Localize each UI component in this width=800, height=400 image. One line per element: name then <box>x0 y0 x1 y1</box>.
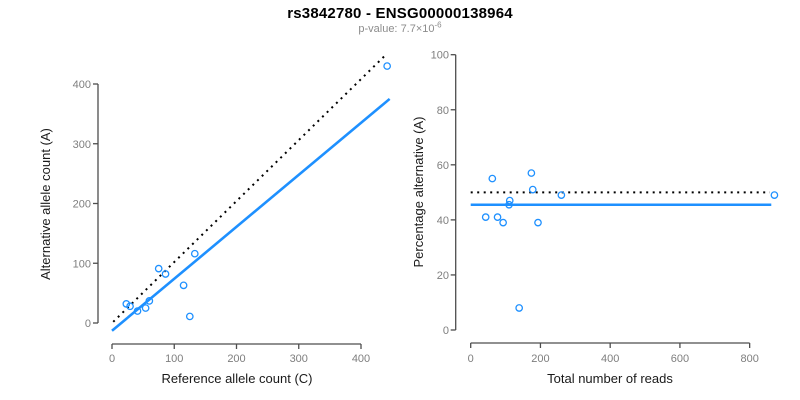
x-tick-label: 0 <box>109 353 115 365</box>
regression-line <box>111 97 391 332</box>
x-tick-label: 800 <box>740 353 758 365</box>
plot-subtitle: p-value: 7.7×10-6 <box>0 20 800 35</box>
data-point <box>528 185 537 194</box>
y-tick-label: 60 <box>437 160 449 172</box>
data-point <box>190 249 199 258</box>
y-tick-label: 400 <box>73 79 91 91</box>
left-x-axis-title: Reference allele count (C) <box>161 371 312 386</box>
data-point <box>133 307 142 315</box>
data-point <box>126 302 134 311</box>
y-tick-label: 40 <box>437 215 449 227</box>
data-point <box>534 218 542 227</box>
x-tick-label: 200 <box>531 353 549 365</box>
y-tick-label: 300 <box>73 139 91 151</box>
pvalue-mantissa: 7.7×10 <box>400 23 435 35</box>
x-tick-label: 300 <box>290 353 308 365</box>
identity-line <box>112 54 387 323</box>
y-tick-label: 100 <box>73 258 91 270</box>
data-point <box>493 213 502 221</box>
pvalue-label: p-value: <box>358 23 401 35</box>
x-tick-label: 100 <box>165 353 183 365</box>
data-point <box>770 191 779 199</box>
data-point <box>505 200 513 209</box>
right-x-axis-title: Total number of reads <box>547 371 673 386</box>
data-point <box>488 174 497 183</box>
data-point <box>499 218 507 227</box>
y-tick-label: 20 <box>437 270 449 282</box>
x-tick-label: 200 <box>227 353 245 365</box>
data-point <box>383 62 391 70</box>
pvalue-exponent: -6 <box>434 20 442 30</box>
data-point <box>145 297 154 305</box>
y-tick-label: 100 <box>431 50 449 62</box>
data-point <box>515 304 524 312</box>
x-tick-label: 600 <box>671 353 689 365</box>
data-point <box>185 312 194 321</box>
data-point <box>161 270 170 278</box>
data-point <box>154 264 163 273</box>
x-tick-label: 0 <box>468 353 474 365</box>
x-tick-label: 400 <box>601 353 619 365</box>
left-y-axis-title: Alternative allele count (A) <box>38 128 53 280</box>
data-point <box>557 191 566 199</box>
x-tick-label: 400 <box>352 353 370 365</box>
data-point <box>179 281 188 290</box>
data-point <box>141 304 150 312</box>
y-tick-label: 80 <box>437 105 449 117</box>
y-tick-label: 200 <box>73 199 91 211</box>
y-tick-label: 0 <box>85 318 91 330</box>
data-point <box>527 169 536 177</box>
data-point <box>481 213 490 221</box>
y-tick-label: 0 <box>443 325 449 337</box>
plot-title: rs3842780 - ENSG00000138964 <box>287 5 513 22</box>
right-y-axis-title: Percentage alternative (A) <box>411 116 426 267</box>
data-point <box>505 196 514 205</box>
